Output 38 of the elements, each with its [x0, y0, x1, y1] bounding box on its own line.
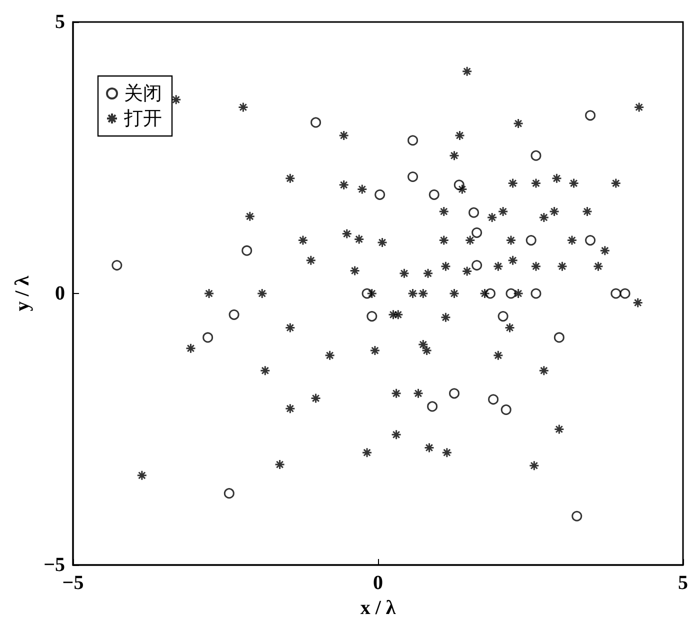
point [530, 288, 542, 299]
point [366, 311, 378, 322]
point [610, 288, 622, 299]
point [224, 488, 234, 499]
y-tick-label: 5 [55, 11, 65, 33]
point [506, 288, 516, 299]
x-tick-label: 0 [373, 572, 383, 594]
point [468, 207, 480, 218]
x-axis-title: x / λ [360, 596, 396, 619]
point [585, 235, 596, 246]
point [310, 117, 322, 128]
point [620, 288, 630, 299]
point [500, 404, 512, 415]
y-axis-title: y / λ [12, 276, 34, 312]
point [498, 311, 508, 322]
point [488, 394, 499, 405]
point [472, 227, 482, 238]
legend-label: 关闭 [124, 82, 162, 104]
point [526, 235, 536, 246]
point [572, 510, 582, 522]
point [427, 401, 438, 412]
y-tick-label: −5 [44, 554, 65, 576]
point [585, 110, 596, 121]
point [530, 150, 542, 161]
point [449, 388, 460, 399]
point [408, 135, 418, 146]
point [202, 332, 214, 343]
point [472, 260, 482, 271]
point [374, 189, 386, 200]
point [228, 309, 240, 320]
x-tick-label: 5 [678, 572, 688, 594]
point [112, 260, 122, 271]
point [428, 189, 440, 200]
point [554, 332, 564, 343]
point [408, 172, 418, 182]
point [242, 245, 252, 256]
y-tick-label: 0 [55, 282, 65, 304]
legend-label: 打开 [123, 108, 162, 130]
